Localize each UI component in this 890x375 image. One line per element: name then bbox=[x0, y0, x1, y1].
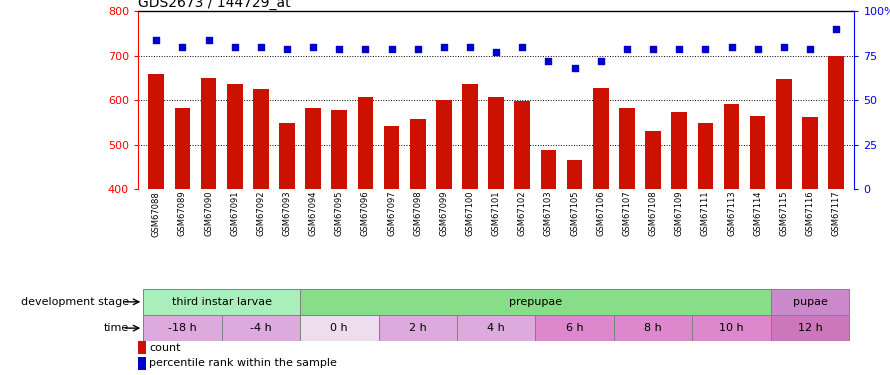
Bar bbox=[671, 112, 687, 368]
Point bbox=[724, 44, 739, 50]
Point bbox=[490, 49, 504, 55]
Text: count: count bbox=[150, 343, 181, 352]
Bar bbox=[776, 79, 791, 368]
Bar bbox=[514, 101, 530, 368]
Bar bbox=[253, 89, 269, 368]
Point bbox=[803, 46, 817, 52]
Bar bbox=[143, 289, 300, 315]
Bar bbox=[143, 315, 222, 341]
Bar bbox=[300, 289, 771, 315]
Bar bbox=[410, 118, 425, 368]
Bar bbox=[829, 56, 844, 368]
Point bbox=[750, 46, 765, 52]
Text: 6 h: 6 h bbox=[566, 323, 584, 333]
Point bbox=[332, 46, 346, 52]
Point bbox=[410, 46, 425, 52]
Point bbox=[437, 44, 451, 50]
Text: development stage: development stage bbox=[21, 297, 129, 307]
Point bbox=[619, 46, 634, 52]
Bar bbox=[331, 110, 347, 368]
Point bbox=[175, 44, 190, 50]
Point bbox=[777, 44, 791, 50]
Point bbox=[463, 44, 477, 50]
Text: time: time bbox=[104, 323, 129, 333]
Bar bbox=[138, 341, 146, 354]
Bar bbox=[619, 108, 635, 368]
Text: third instar larvae: third instar larvae bbox=[172, 297, 271, 307]
Bar bbox=[384, 126, 400, 368]
Bar bbox=[462, 84, 478, 368]
Bar bbox=[771, 315, 849, 341]
Bar bbox=[614, 315, 692, 341]
Point bbox=[306, 44, 320, 50]
Bar bbox=[378, 315, 457, 341]
Point bbox=[541, 58, 555, 64]
Point bbox=[279, 46, 294, 52]
Point bbox=[568, 65, 582, 71]
Point bbox=[699, 46, 713, 52]
Point bbox=[672, 46, 686, 52]
Text: 10 h: 10 h bbox=[719, 323, 744, 333]
Bar bbox=[279, 123, 295, 368]
Point bbox=[384, 46, 399, 52]
Text: pupae: pupae bbox=[792, 297, 828, 307]
Bar bbox=[698, 123, 713, 368]
Text: 4 h: 4 h bbox=[488, 323, 505, 333]
Bar bbox=[138, 357, 146, 370]
Bar bbox=[201, 78, 216, 368]
Bar bbox=[174, 108, 190, 368]
Text: 2 h: 2 h bbox=[409, 323, 426, 333]
Text: 8 h: 8 h bbox=[644, 323, 662, 333]
Bar bbox=[436, 100, 452, 368]
Point bbox=[829, 26, 843, 32]
Text: -4 h: -4 h bbox=[250, 323, 271, 333]
Point bbox=[228, 44, 242, 50]
Bar bbox=[802, 117, 818, 368]
Text: 0 h: 0 h bbox=[330, 323, 348, 333]
Point bbox=[201, 37, 215, 43]
Text: GDS2673 / 144729_at: GDS2673 / 144729_at bbox=[138, 0, 290, 10]
Bar bbox=[227, 84, 243, 368]
Bar bbox=[771, 289, 849, 315]
Point bbox=[594, 58, 608, 64]
Bar bbox=[149, 75, 164, 367]
Text: prepupae: prepupae bbox=[509, 297, 562, 307]
Bar bbox=[457, 315, 536, 341]
Point bbox=[254, 44, 268, 50]
Point bbox=[646, 46, 660, 52]
Bar bbox=[540, 150, 556, 368]
Bar bbox=[724, 104, 740, 368]
Point bbox=[150, 37, 164, 43]
Bar bbox=[358, 97, 373, 368]
Bar bbox=[489, 97, 504, 368]
Bar bbox=[222, 315, 300, 341]
Bar bbox=[749, 116, 765, 368]
Point bbox=[359, 46, 373, 52]
Text: 12 h: 12 h bbox=[797, 323, 822, 333]
Point bbox=[515, 44, 530, 50]
Bar bbox=[300, 315, 378, 341]
Text: -18 h: -18 h bbox=[168, 323, 197, 333]
Bar bbox=[645, 132, 661, 368]
Bar bbox=[567, 160, 582, 368]
Bar bbox=[536, 315, 614, 341]
Bar bbox=[692, 315, 771, 341]
Bar bbox=[305, 108, 321, 368]
Text: percentile rank within the sample: percentile rank within the sample bbox=[150, 358, 337, 369]
Bar bbox=[593, 88, 609, 368]
